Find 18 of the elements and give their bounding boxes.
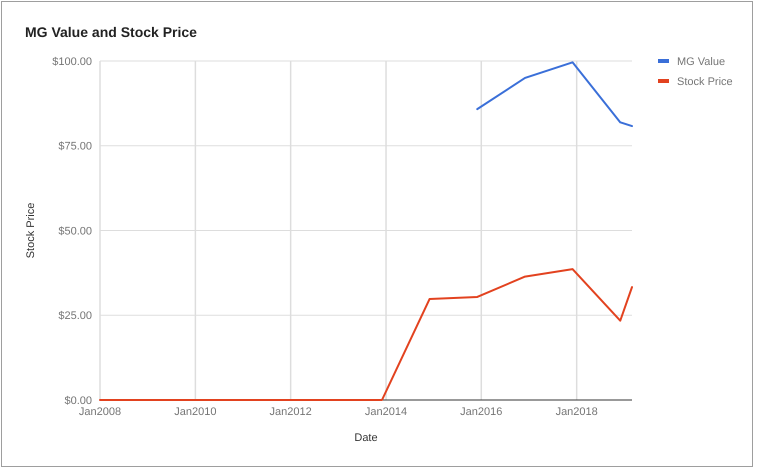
y-tick-label: $100.00 (52, 56, 92, 68)
x-axis-title: Date (354, 432, 378, 444)
x-tick-label: Jan2014 (364, 406, 408, 418)
y-tick-label: $50.00 (58, 225, 92, 238)
legend-label: MG Value (677, 56, 726, 68)
y-tick-label: $75.00 (58, 140, 92, 153)
x-tick-label: Jan2010 (174, 406, 216, 418)
line-series (476, 61, 633, 128)
x-tick-label: Jan2012 (270, 406, 312, 418)
x-tick-label: Jan2008 (78, 406, 122, 418)
y-axis-title: Stock Price (25, 202, 37, 258)
x-tick-label: Jan2016 (460, 406, 502, 418)
chart-title: MG Value and Stock Price (25, 24, 198, 40)
line-series (99, 268, 633, 401)
x-tick-label: Jan2018 (556, 406, 598, 418)
y-tick-label: $25.00 (58, 310, 92, 322)
legend-label: Stock Price (677, 76, 733, 88)
y-tick-label: $0.00 (64, 394, 92, 407)
